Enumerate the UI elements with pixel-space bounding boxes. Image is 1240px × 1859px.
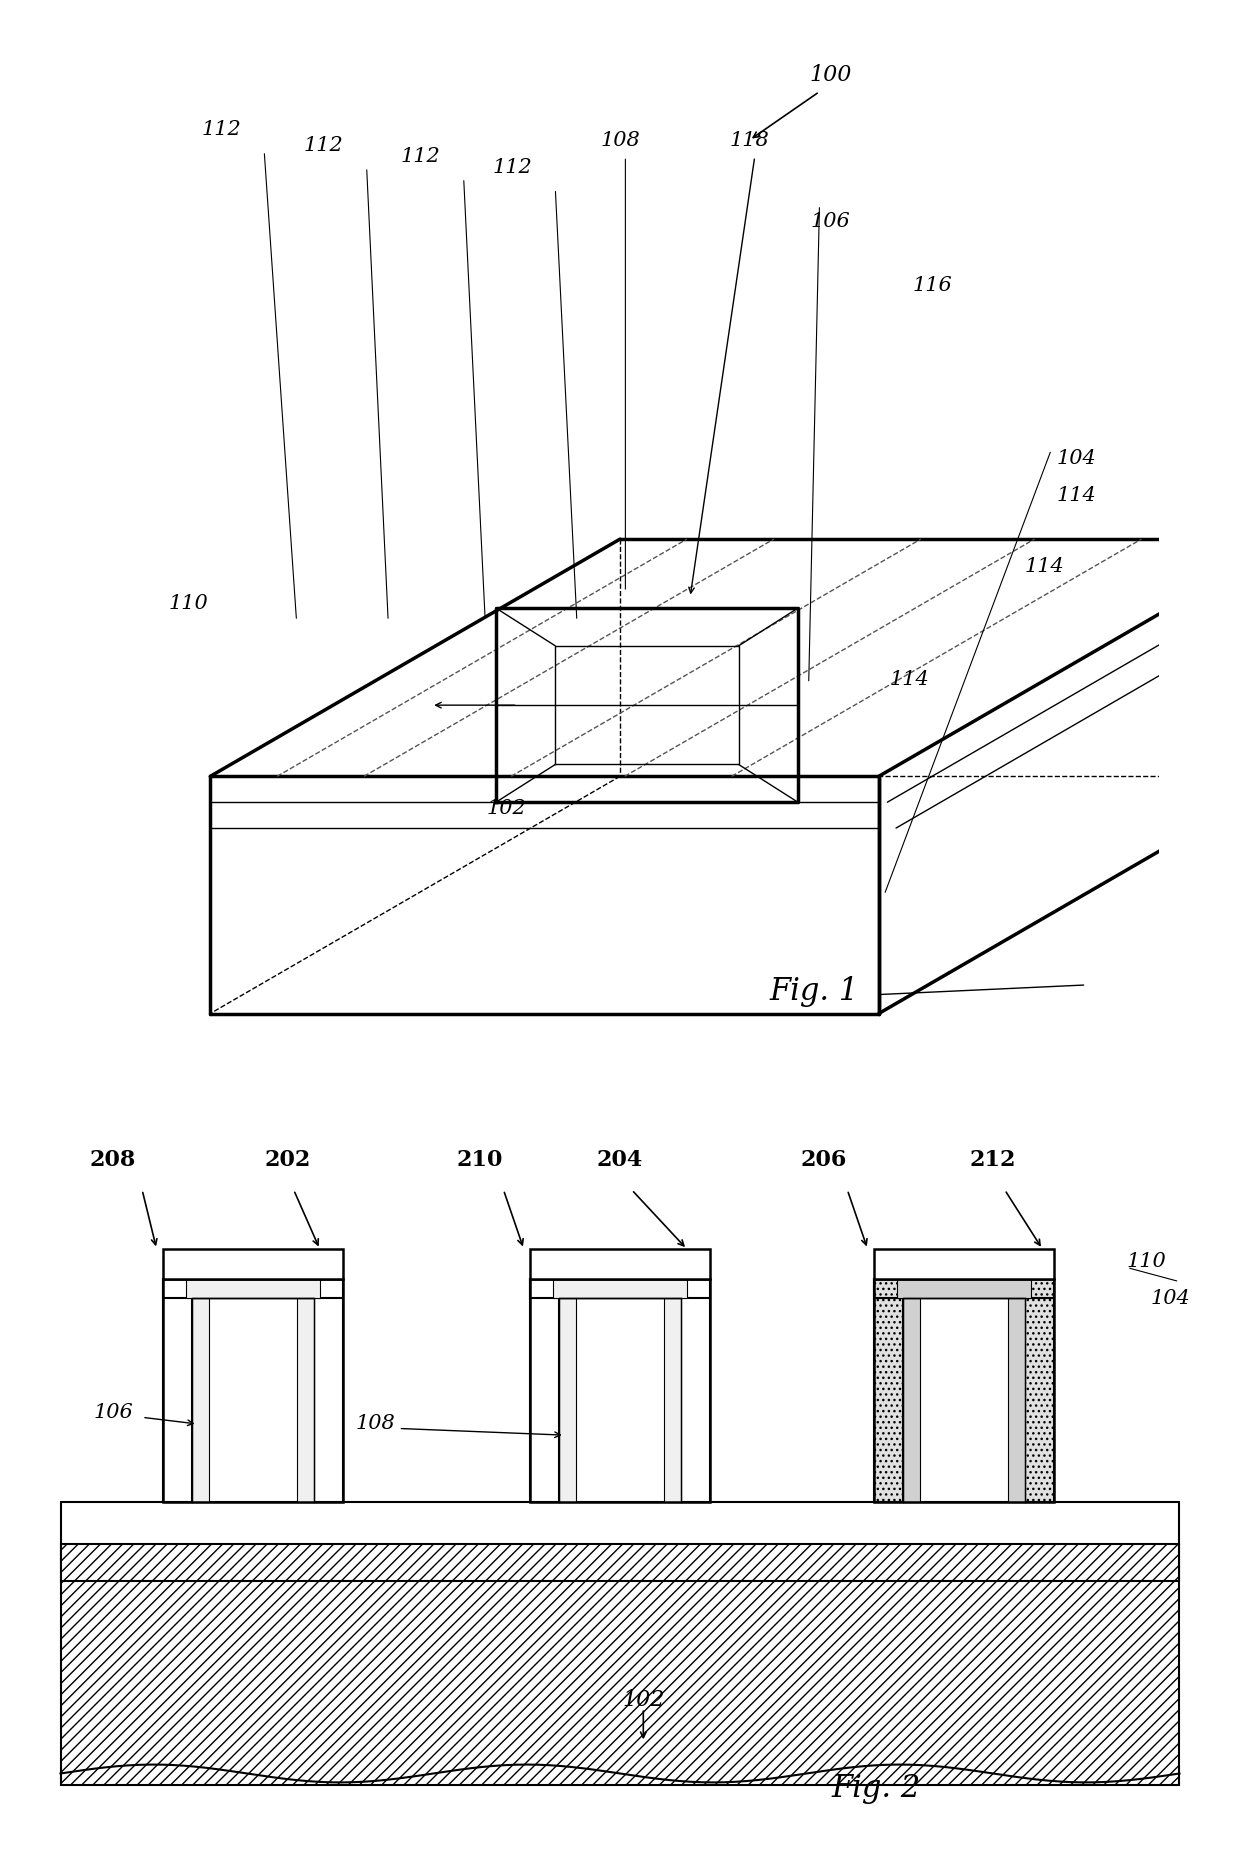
FancyBboxPatch shape <box>192 1298 210 1502</box>
Text: 102: 102 <box>622 1688 665 1710</box>
FancyBboxPatch shape <box>1008 1298 1025 1502</box>
FancyBboxPatch shape <box>897 1279 1030 1298</box>
Text: 106: 106 <box>93 1404 133 1422</box>
Text: Fig. 2: Fig. 2 <box>832 1773 921 1803</box>
FancyBboxPatch shape <box>162 1249 343 1279</box>
Text: 212: 212 <box>970 1149 1017 1171</box>
FancyBboxPatch shape <box>162 1279 343 1298</box>
FancyBboxPatch shape <box>529 1279 559 1502</box>
Text: 104: 104 <box>1151 1288 1190 1309</box>
Text: 112: 112 <box>201 119 241 139</box>
Text: 204: 204 <box>596 1149 644 1171</box>
FancyBboxPatch shape <box>873 1249 1054 1279</box>
Text: 206: 206 <box>801 1149 847 1171</box>
Text: 110: 110 <box>169 595 208 613</box>
Text: 100: 100 <box>808 65 852 87</box>
FancyBboxPatch shape <box>1025 1279 1054 1502</box>
Text: 112: 112 <box>492 158 532 177</box>
Text: 116: 116 <box>913 277 952 296</box>
Text: 208: 208 <box>89 1149 136 1171</box>
Text: 104: 104 <box>1056 448 1096 468</box>
FancyBboxPatch shape <box>186 1279 320 1298</box>
FancyBboxPatch shape <box>529 1249 711 1279</box>
FancyBboxPatch shape <box>296 1298 314 1502</box>
FancyBboxPatch shape <box>903 1298 920 1502</box>
Text: 112: 112 <box>304 136 343 154</box>
FancyBboxPatch shape <box>61 1545 1179 1582</box>
Text: 110: 110 <box>1127 1253 1167 1272</box>
Text: 108: 108 <box>356 1415 396 1433</box>
FancyBboxPatch shape <box>873 1279 1054 1298</box>
FancyBboxPatch shape <box>681 1279 711 1502</box>
Text: 202: 202 <box>264 1149 311 1171</box>
FancyBboxPatch shape <box>61 1502 1179 1785</box>
Text: 114: 114 <box>1024 556 1064 576</box>
Text: 102: 102 <box>487 799 527 818</box>
Text: 114: 114 <box>889 669 929 690</box>
FancyBboxPatch shape <box>559 1298 577 1502</box>
FancyBboxPatch shape <box>663 1298 681 1502</box>
Text: Fig. 1: Fig. 1 <box>770 976 859 1008</box>
FancyBboxPatch shape <box>162 1279 192 1502</box>
Text: 106: 106 <box>811 212 851 231</box>
Text: 210: 210 <box>458 1149 503 1171</box>
Text: 108: 108 <box>600 130 640 151</box>
FancyBboxPatch shape <box>529 1279 711 1298</box>
FancyBboxPatch shape <box>873 1279 903 1502</box>
Text: 114: 114 <box>1056 487 1096 506</box>
FancyBboxPatch shape <box>314 1279 343 1502</box>
FancyBboxPatch shape <box>553 1279 687 1298</box>
Text: 112: 112 <box>401 147 440 165</box>
Text: 118: 118 <box>729 130 769 151</box>
